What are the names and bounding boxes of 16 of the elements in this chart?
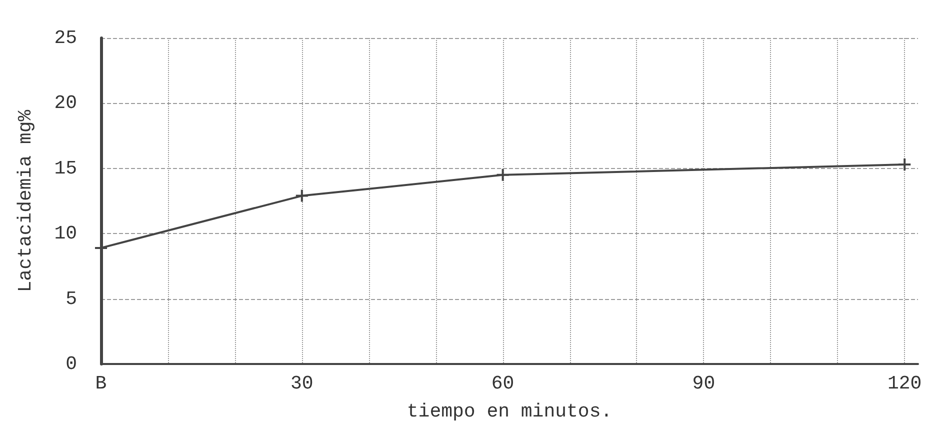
y-tick-label: 0 (66, 353, 77, 375)
x-tick-label: 30 (290, 372, 314, 394)
point (496, 168, 509, 181)
x-tick-label: 60 (491, 372, 514, 394)
point (296, 190, 308, 202)
point (898, 158, 911, 170)
y-tick-label: 5 (66, 288, 77, 310)
y-tick-label: 10 (54, 222, 77, 245)
y-tick-label: 25 (54, 27, 77, 49)
y-tick-label: 15 (54, 157, 77, 180)
x-tick-label: 120 (887, 372, 922, 394)
x-tick-label: 90 (692, 372, 716, 394)
y-tick-label: 20 (54, 92, 77, 114)
x-tick-label: B (95, 372, 107, 394)
x-axis-title: tiempo en minutos. (406, 400, 612, 422)
y-axis-title: Lactacidemia mg% (14, 109, 36, 292)
